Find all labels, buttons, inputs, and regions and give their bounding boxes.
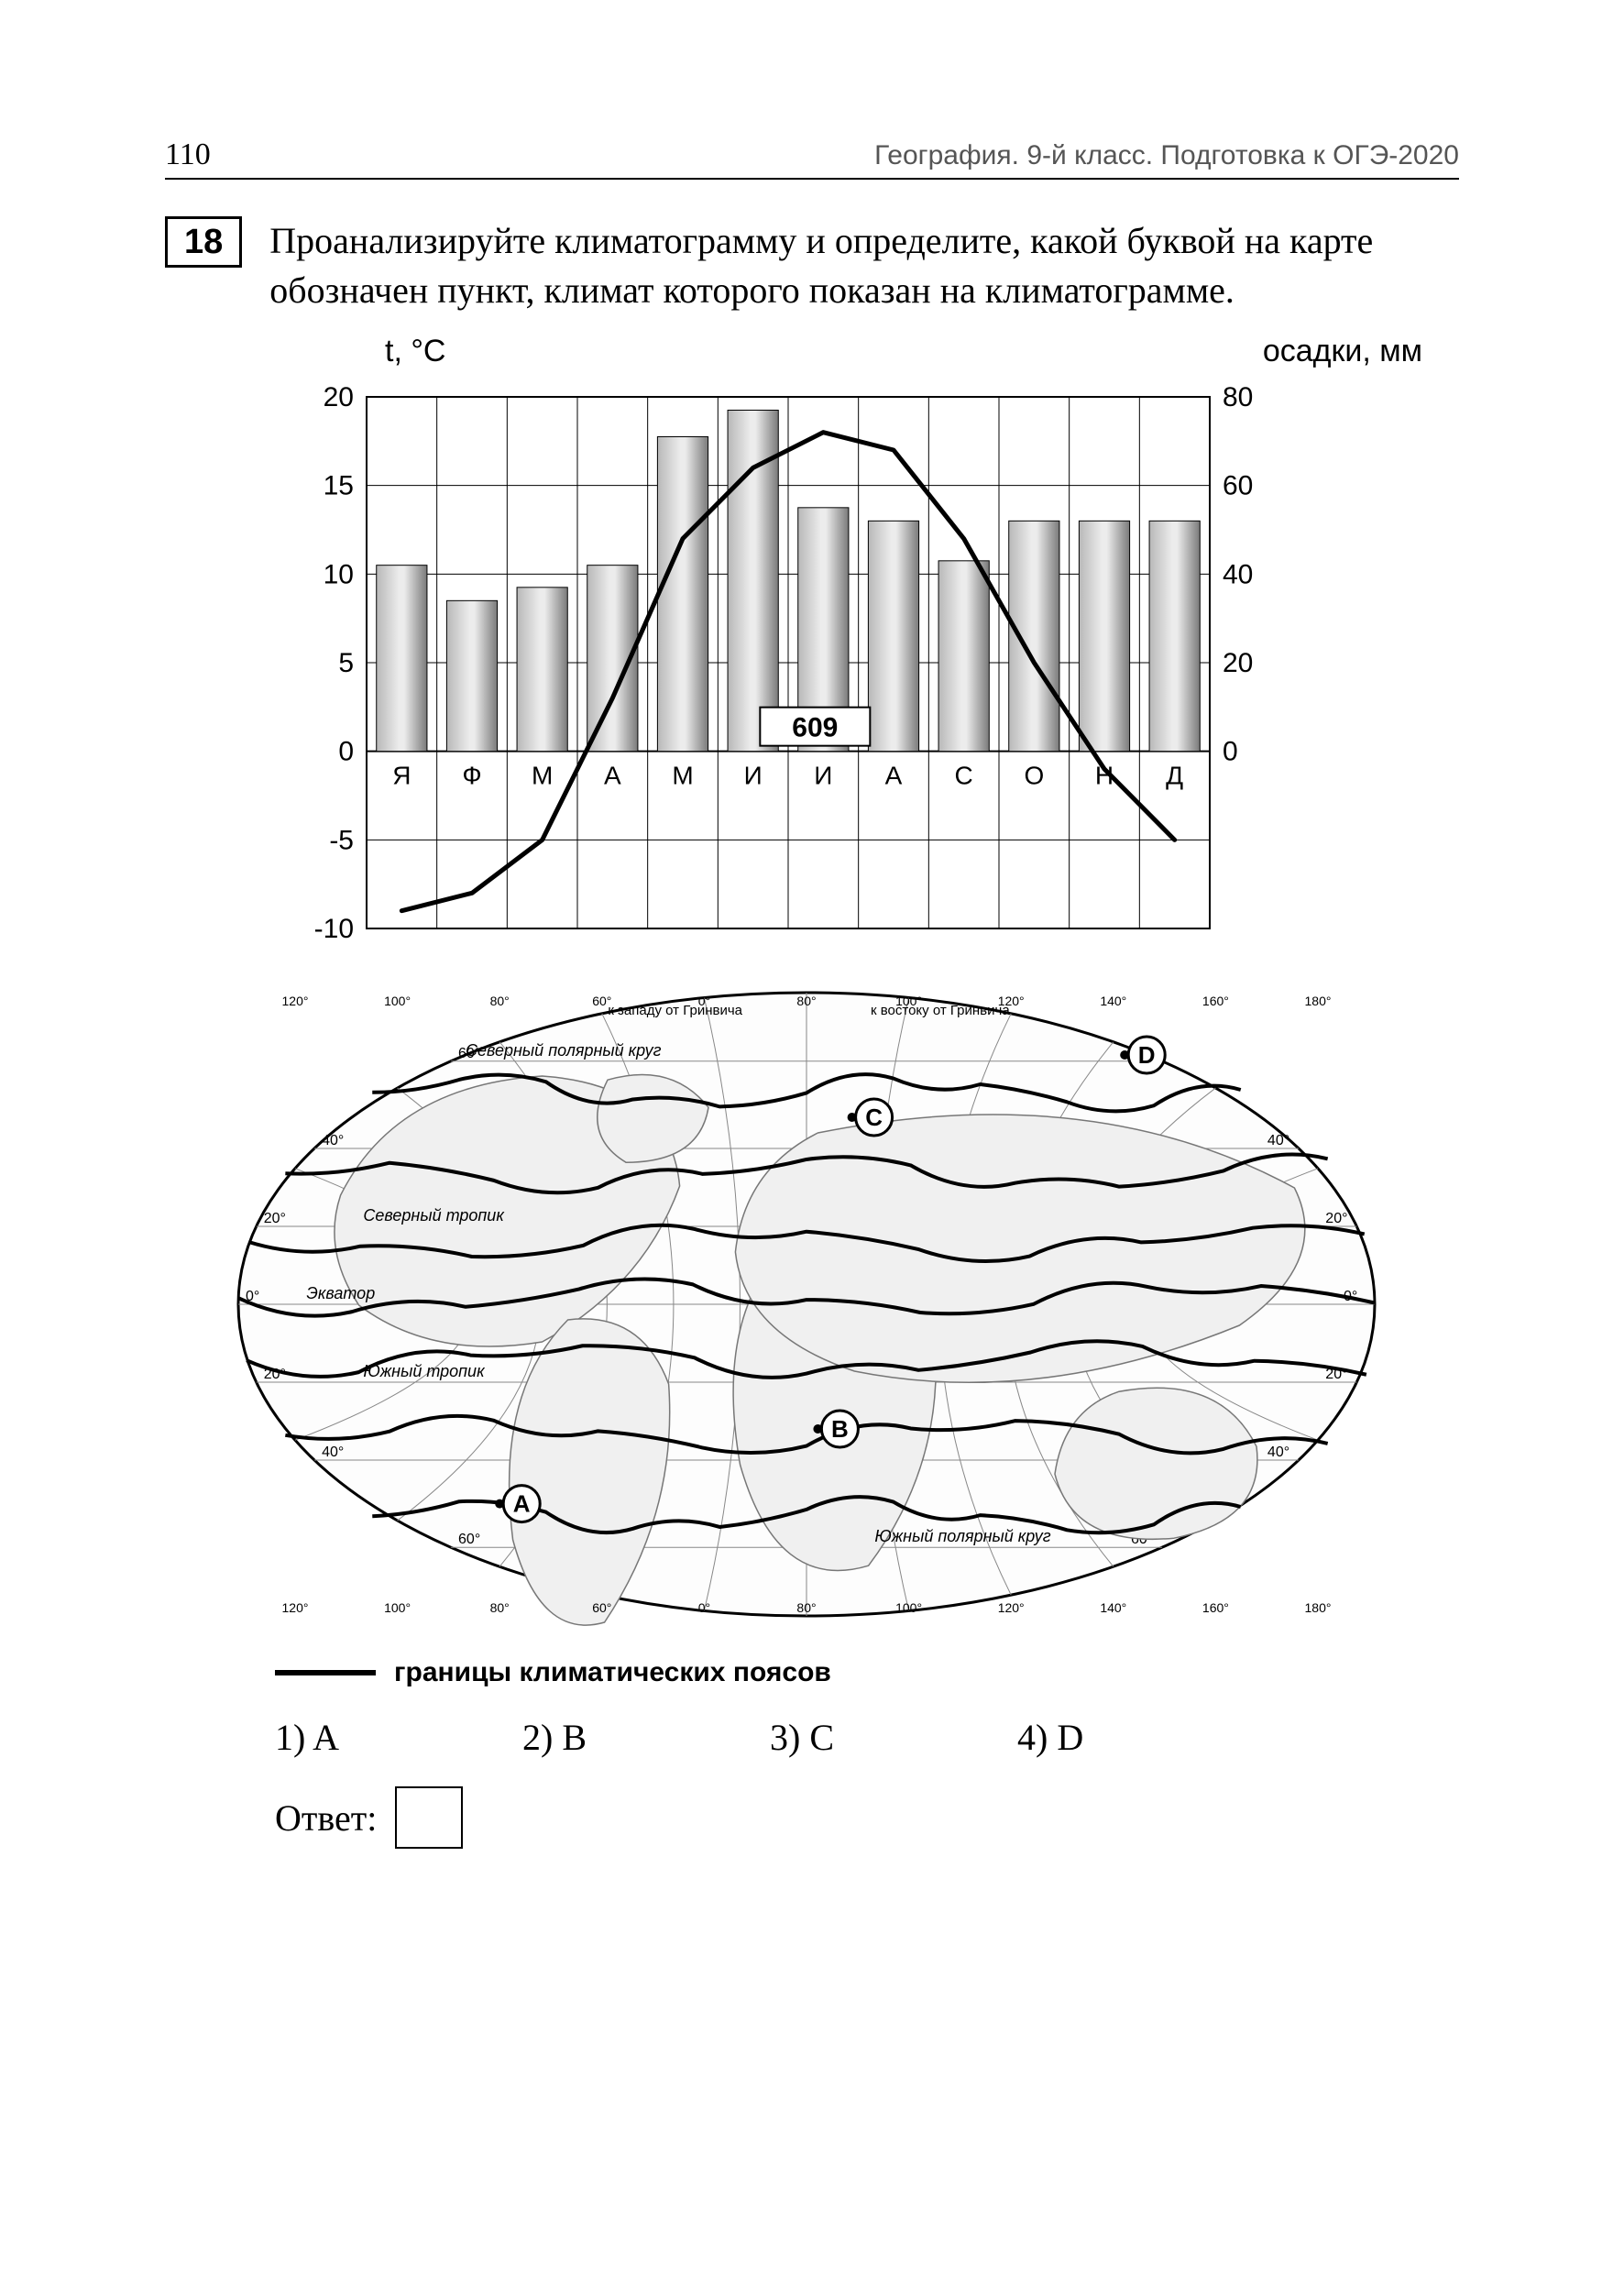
svg-text:Экватор: Экватор [306,1284,375,1302]
book-title: География. 9-й класс. Подготовка к ОГЭ-2… [874,140,1459,171]
svg-text:А: А [604,762,621,790]
svg-text:80: 80 [1223,382,1253,412]
svg-text:140°: 140° [1100,994,1126,1008]
svg-text:И: И [814,762,832,790]
climogram-chart: -10-505101520020406080ЯФМАМИИАСОНД609 [275,379,1301,947]
svg-text:Северный полярный круг: Северный полярный круг [466,1041,662,1060]
svg-text:100°: 100° [384,1600,411,1615]
svg-text:609: 609 [792,713,838,743]
svg-text:И: И [744,762,763,790]
svg-text:С: С [955,762,973,790]
svg-text:40°: 40° [1267,1445,1289,1460]
svg-text:Ф: Ф [462,762,481,790]
page-number: 110 [165,137,211,172]
svg-text:0°: 0° [698,1600,710,1615]
svg-text:40°: 40° [322,1445,344,1460]
svg-text:М: М [532,762,553,790]
option-3[interactable]: 3) C [770,1716,834,1759]
temp-axis-label: t, °C [385,334,446,369]
option-4[interactable]: 4) D [1017,1716,1083,1759]
svg-text:20°: 20° [1325,1211,1347,1226]
svg-text:40°: 40° [322,1133,344,1148]
answer-options: 1) A 2) B 3) C 4) D [275,1716,1459,1759]
world-map: 60°60°40°40°20°20°0°0°20°20°40°40°60°60°… [220,974,1393,1634]
svg-text:Северный тропик: Северный тропик [363,1206,505,1225]
svg-text:20: 20 [324,382,354,412]
svg-text:140°: 140° [1100,1600,1126,1615]
svg-text:100°: 100° [384,994,411,1008]
svg-text:15: 15 [324,471,354,501]
answer-row: Ответ: [275,1786,1459,1849]
svg-text:Д: Д [1166,762,1183,790]
page: 110 География. 9-й класс. Подготовка к О… [0,0,1624,2274]
svg-text:80°: 80° [490,994,510,1008]
svg-text:80°: 80° [490,1600,510,1615]
option-2[interactable]: 2) B [522,1716,587,1759]
svg-text:100°: 100° [895,1600,922,1615]
svg-text:C: C [865,1104,883,1131]
map-legend: границы климатических поясов [275,1657,1459,1688]
svg-text:120°: 120° [998,1600,1025,1615]
svg-text:40°: 40° [1267,1133,1289,1148]
climogram-container: t, °C осадки, мм -10 -5 0 5 10 15 20 0 20 40 60 80 Я… [275,334,1459,947]
answer-label: Ответ: [275,1796,377,1840]
svg-text:20: 20 [1223,648,1253,678]
svg-text:180°: 180° [1305,994,1332,1008]
svg-text:0: 0 [1223,737,1238,767]
answer-input-box[interactable] [395,1786,463,1849]
svg-text:A: A [513,1490,531,1518]
svg-text:160°: 160° [1202,994,1229,1008]
svg-text:О: О [1024,762,1044,790]
svg-text:Я: Я [392,762,411,790]
svg-text:20°: 20° [264,1211,286,1226]
question-number-box: 18 [165,216,242,268]
svg-text:60°: 60° [592,994,611,1008]
page-header: 110 География. 9-й класс. Подготовка к О… [165,137,1459,180]
svg-text:180°: 180° [1305,1600,1332,1615]
legend-line-icon [275,1670,376,1675]
svg-text:Южный тропик: Южный тропик [363,1362,486,1380]
question-row: 18 Проанализируйте климатограмму и опред… [165,216,1459,315]
precip-axis-label: осадки, мм [1263,334,1422,369]
question-text: Проанализируйте климатограмму и определи… [269,216,1459,315]
svg-text:0°: 0° [698,994,710,1008]
svg-text:5: 5 [338,648,354,678]
svg-text:120°: 120° [998,994,1025,1008]
legend-label: границы климатических поясов [394,1657,831,1688]
svg-text:к западу от Гринвича: к западу от Гринвича [608,1003,742,1018]
svg-text:60°: 60° [458,1532,480,1547]
svg-text:160°: 160° [1202,1600,1229,1615]
svg-text:100°: 100° [895,994,922,1008]
svg-text:-10: -10 [314,914,354,944]
question-number: 18 [184,223,223,261]
svg-text:10: 10 [324,559,354,589]
svg-text:60: 60 [1223,471,1253,501]
option-1[interactable]: 1) A [275,1716,339,1759]
svg-text:к востоку от Гринвича: к востоку от Гринвича [871,1003,1010,1018]
svg-text:80°: 80° [796,994,816,1008]
svg-text:80°: 80° [796,1600,816,1615]
svg-text:-5: -5 [329,825,354,855]
svg-text:Южный полярный круг: Южный полярный круг [874,1527,1050,1545]
svg-text:120°: 120° [282,1600,309,1615]
svg-text:40: 40 [1223,559,1253,589]
svg-text:А: А [885,762,903,790]
svg-text:B: B [831,1415,849,1443]
svg-text:60°: 60° [592,1600,611,1615]
svg-text:120°: 120° [282,994,309,1008]
svg-text:0: 0 [338,737,354,767]
world-map-container: 60°60°40°40°20°20°0°0°20°20°40°40°60°60°… [220,974,1459,1639]
svg-text:D: D [1138,1041,1156,1069]
svg-text:М: М [672,762,693,790]
